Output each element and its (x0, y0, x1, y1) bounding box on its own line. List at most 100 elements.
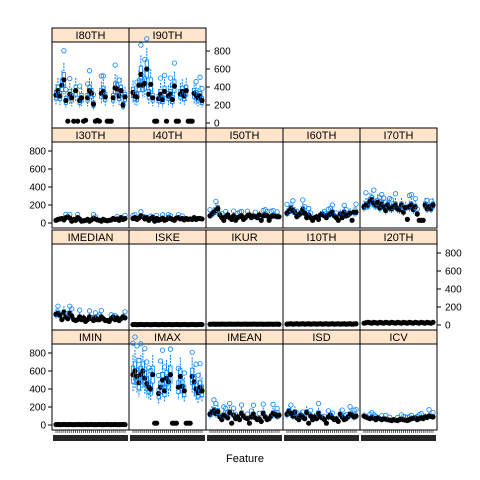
y-tick-label: 0 (40, 219, 46, 230)
box-i30th-8 (67, 211, 73, 221)
y-tick-label: 200 (29, 201, 46, 212)
median-dot-i10th-36 (353, 321, 359, 327)
median-dot-i70th-20 (398, 202, 405, 208)
median-dot-isd-11 (304, 409, 310, 415)
y-tick-label: 800 (29, 349, 46, 360)
box-i90th-24 (175, 118, 181, 124)
x-tick-labels-overplotted (361, 435, 436, 441)
panel-i20th: I20TH (359, 229, 438, 331)
box-i70th-36 (430, 197, 436, 212)
median-dot-isd-7 (296, 417, 302, 423)
median-dot-imedian-5 (61, 309, 67, 315)
strip-label-i10th: I10TH (307, 232, 337, 244)
y-tick-label: 0 (214, 119, 220, 130)
strip-label-iske: ISKE (155, 232, 180, 244)
box-i10th-36 (353, 321, 359, 327)
box-i60th-34 (349, 217, 355, 223)
median-dot-i70th-23 (404, 216, 410, 222)
median-dot-isd-27 (335, 418, 341, 424)
median-dot-i60th-29 (339, 215, 345, 221)
median-dot-i90th-8 (144, 66, 150, 72)
median-dot-imean-36 (276, 412, 282, 418)
median-dot-i90th-31 (189, 118, 195, 124)
box-i80th-16 (82, 117, 89, 123)
median-dot-isd-21 (323, 420, 330, 426)
x-tick-labels-overplotted (207, 435, 282, 441)
median-dot-imean-16 (236, 417, 243, 423)
box-i60th-10 (302, 204, 308, 218)
box-i90th-11 (150, 87, 156, 107)
median-dot-i50th-26 (256, 212, 262, 218)
box-imedian-36 (122, 309, 128, 321)
median-dot-i80th-17 (84, 95, 91, 101)
median-dot-imax-20 (167, 372, 174, 378)
y-tick-label: 800 (29, 147, 46, 158)
median-dot-i70th-21 (400, 209, 407, 215)
x-tick-labels-overplotted (130, 435, 205, 441)
median-dot-i80th-29 (108, 118, 114, 124)
median-dot-i50th-27 (258, 217, 264, 223)
median-dot-i90th-21 (169, 97, 176, 103)
box-i70th-23 (404, 216, 410, 222)
median-dot-i70th-8 (375, 199, 381, 205)
box-i80th-6 (63, 86, 69, 109)
box-i40th-11 (150, 214, 156, 220)
strip-label-imin: IMIN (79, 332, 102, 344)
box-i70th-31 (420, 217, 426, 223)
box-isd-21 (323, 420, 330, 426)
right-axes: 0 200 400 600 800 0 200 400 600 800 (206, 47, 462, 332)
y-tick-label: 600 (214, 65, 231, 76)
panel-i90th: I90TH (128, 27, 207, 129)
median-dot-imax-10 (148, 386, 154, 392)
box-i50th-13 (231, 208, 237, 219)
frame-icv (359, 343, 438, 431)
strip-label-i70th: I70TH (384, 130, 414, 142)
median-dot-imax-11 (150, 372, 156, 378)
median-dot-i70th-22 (402, 205, 409, 211)
strip-label-imean: IMEAN (227, 332, 262, 344)
median-dot-imedian-7 (65, 316, 71, 322)
box-i80th-14 (79, 87, 85, 107)
y-tick-label: 0 (445, 321, 451, 332)
median-dot-i80th-20 (90, 101, 97, 107)
median-dot-i80th-14 (79, 95, 85, 101)
median-dot-imax-36 (199, 388, 205, 394)
median-dot-i60th-10 (302, 210, 308, 216)
strip-label-i60th: I60TH (307, 130, 337, 142)
median-dot-imean-21 (246, 420, 253, 426)
box-imax-13 (154, 420, 160, 426)
median-dot-i90th-24 (175, 118, 181, 124)
panel-imin: IMIN (51, 329, 130, 431)
panel-imean: IMEAN (205, 329, 284, 431)
box-isd-36 (353, 406, 359, 420)
median-dot-imean-20 (244, 416, 251, 422)
y-tick-label: 600 (29, 165, 46, 176)
median-dot-i90th-35 (197, 93, 203, 99)
median-dot-imax-13 (154, 420, 160, 426)
frame-i10th (282, 243, 361, 331)
median-dot-isd-36 (353, 413, 359, 419)
box-i80th-11 (73, 77, 79, 102)
median-dot-i90th-3 (134, 94, 140, 100)
strip-label-imedian: IMEDIAN (68, 232, 114, 244)
box-i80th-9 (69, 87, 75, 107)
panel-ikur: IKUR (205, 229, 284, 331)
box-i50th-26 (256, 210, 262, 219)
box-imax-36 (199, 377, 205, 403)
box-i60th-36 (353, 201, 359, 217)
box-i90th-17 (161, 72, 168, 103)
panel-i40th: I40TH (128, 127, 207, 229)
panel-isd: ISD (282, 329, 361, 431)
median-dot-imax-23 (173, 420, 179, 426)
panel-iske: ISKE (128, 229, 207, 331)
box-imedian-4 (59, 316, 65, 323)
median-dot-i80th-9 (69, 95, 75, 101)
box-i90th-28 (183, 77, 189, 102)
panel-imax: IMAX (128, 329, 207, 431)
median-dot-i30th-36 (122, 215, 128, 222)
median-dot-isd-12 (306, 420, 312, 426)
box-imean-27 (258, 418, 264, 424)
median-dot-i40th-11 (150, 214, 156, 220)
strip-label-i40th: I40TH (153, 130, 183, 142)
